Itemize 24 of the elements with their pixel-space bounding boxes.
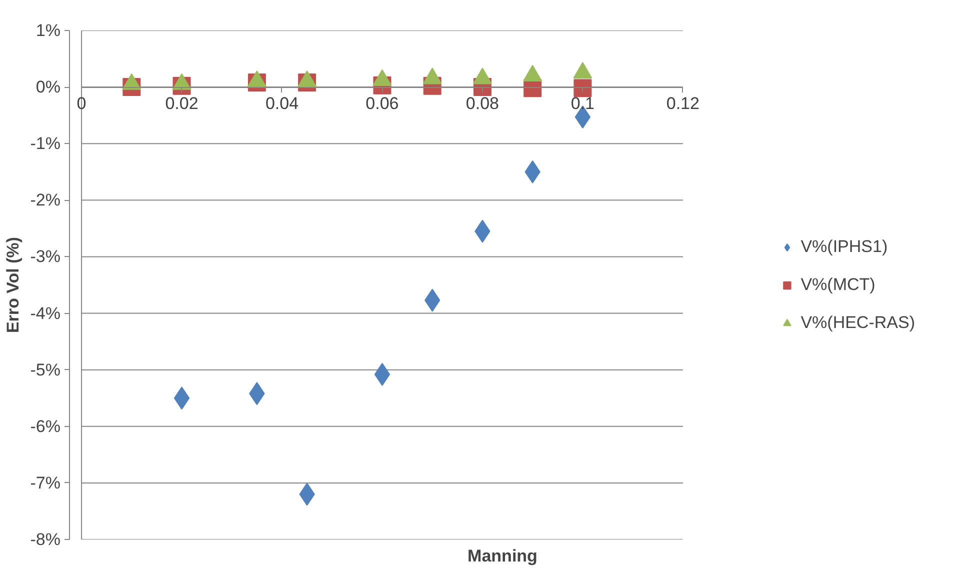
y-tick-label: -3% (30, 247, 61, 266)
point (574, 79, 592, 98)
y-tick-label: -2% (30, 190, 61, 210)
y-tick-label: 1% (36, 21, 61, 40)
y-tick-label: -1% (30, 134, 61, 154)
y-tick-label: -7% (30, 473, 61, 492)
legend-label: V%(HEC-RAS) (800, 312, 915, 332)
y-tick-label: 0% (36, 78, 61, 97)
legend-label: V%(IPHS1) (800, 236, 888, 256)
y-tick-label: -4% (30, 304, 61, 323)
x-axis-title: Manning (468, 546, 538, 566)
point (174, 386, 190, 410)
y-tick-label: -6% (30, 416, 61, 436)
x-tick-label: 0.04 (265, 94, 299, 114)
point (374, 362, 390, 386)
x-tick-label: 0.06 (366, 94, 399, 114)
y-axis-title: Erro Vol (%) (3, 236, 22, 334)
legend-label: V%(MCT) (800, 274, 876, 294)
x-tick-label: 0.08 (466, 94, 500, 114)
x-tick-label: 0.1 (570, 94, 595, 114)
x-tick-label: 0.12 (666, 94, 700, 114)
y-tick-label: -5% (30, 360, 61, 380)
y-tick-label: -8% (30, 530, 61, 549)
x-tick-label: 0.02 (165, 94, 198, 114)
